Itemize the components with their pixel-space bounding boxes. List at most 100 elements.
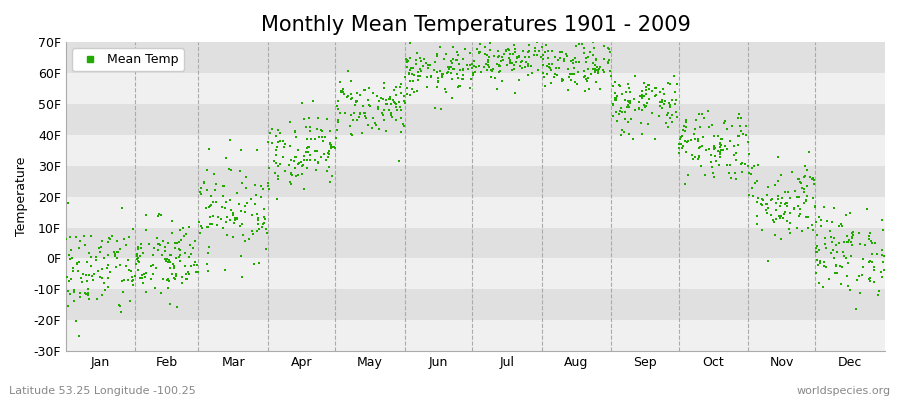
Point <box>579 55 593 61</box>
Point <box>418 60 433 67</box>
Point <box>387 87 401 94</box>
Point <box>506 51 520 57</box>
Point <box>695 143 709 149</box>
Point <box>617 108 632 115</box>
Point <box>427 66 441 73</box>
Point <box>73 238 87 244</box>
Point <box>559 38 573 44</box>
Point <box>714 141 728 148</box>
Point <box>164 252 178 259</box>
Point <box>678 128 692 134</box>
Point <box>327 144 341 150</box>
Point <box>167 275 182 281</box>
Point <box>698 172 713 178</box>
Point <box>738 132 752 138</box>
Point <box>537 73 552 80</box>
Point <box>711 148 725 154</box>
Point <box>324 145 338 152</box>
Point <box>389 101 403 108</box>
Point <box>251 217 266 224</box>
Point <box>119 263 133 270</box>
Point <box>284 157 298 163</box>
Point <box>400 59 414 65</box>
Point <box>162 278 176 284</box>
Point <box>291 160 305 167</box>
Point <box>357 110 372 116</box>
Point <box>864 250 878 257</box>
Point <box>435 72 449 78</box>
Point <box>361 122 375 128</box>
Bar <box>66 258 885 289</box>
Point <box>68 318 83 324</box>
Point <box>706 122 720 128</box>
Point <box>333 110 347 116</box>
Point <box>530 52 544 58</box>
Point <box>680 119 694 126</box>
Point <box>314 154 328 160</box>
Point <box>250 147 265 154</box>
Point <box>814 216 828 223</box>
Point <box>841 239 855 245</box>
Point <box>640 100 654 107</box>
Point <box>507 61 521 68</box>
Point <box>575 40 590 47</box>
Point <box>839 212 853 218</box>
Point <box>532 47 546 54</box>
Point <box>559 51 573 57</box>
Point <box>553 55 567 62</box>
Point <box>201 250 215 256</box>
Point <box>78 242 93 248</box>
Point <box>124 267 139 274</box>
Point <box>261 183 275 190</box>
Point <box>254 183 268 189</box>
Point <box>537 82 552 89</box>
Point <box>825 219 840 225</box>
Point <box>333 88 347 95</box>
Point <box>802 149 816 156</box>
Point <box>96 254 111 261</box>
Point <box>173 258 187 264</box>
Point <box>844 230 859 236</box>
Point <box>250 221 265 228</box>
Point <box>775 215 789 222</box>
Point <box>163 252 177 258</box>
Point <box>331 106 346 112</box>
Point <box>328 145 342 151</box>
Point <box>876 227 890 234</box>
Point <box>115 278 130 284</box>
Point <box>430 69 445 75</box>
Point <box>681 172 696 178</box>
Point <box>451 74 465 81</box>
Point <box>608 96 622 103</box>
Point <box>589 56 603 62</box>
Point <box>577 68 591 75</box>
Point <box>566 71 580 77</box>
Point <box>706 170 720 176</box>
Point <box>291 172 305 178</box>
Point <box>117 236 131 242</box>
Point <box>672 136 687 142</box>
Point <box>760 204 775 211</box>
Point <box>323 143 338 150</box>
Point <box>596 67 610 74</box>
Point <box>499 30 513 37</box>
Point <box>507 38 521 44</box>
Point <box>779 200 794 206</box>
Point <box>468 69 482 76</box>
Point <box>546 74 561 80</box>
Point <box>224 167 238 173</box>
Point <box>697 115 711 122</box>
Point <box>813 260 827 266</box>
Point <box>420 84 435 90</box>
Point <box>156 276 170 282</box>
Point <box>792 211 806 217</box>
Point <box>655 97 670 103</box>
Point <box>674 141 688 147</box>
Point <box>747 163 761 170</box>
Point <box>334 88 348 95</box>
Point <box>245 227 259 234</box>
Point <box>809 257 824 263</box>
Point <box>330 118 345 125</box>
Point <box>353 111 367 118</box>
Point <box>247 261 261 267</box>
